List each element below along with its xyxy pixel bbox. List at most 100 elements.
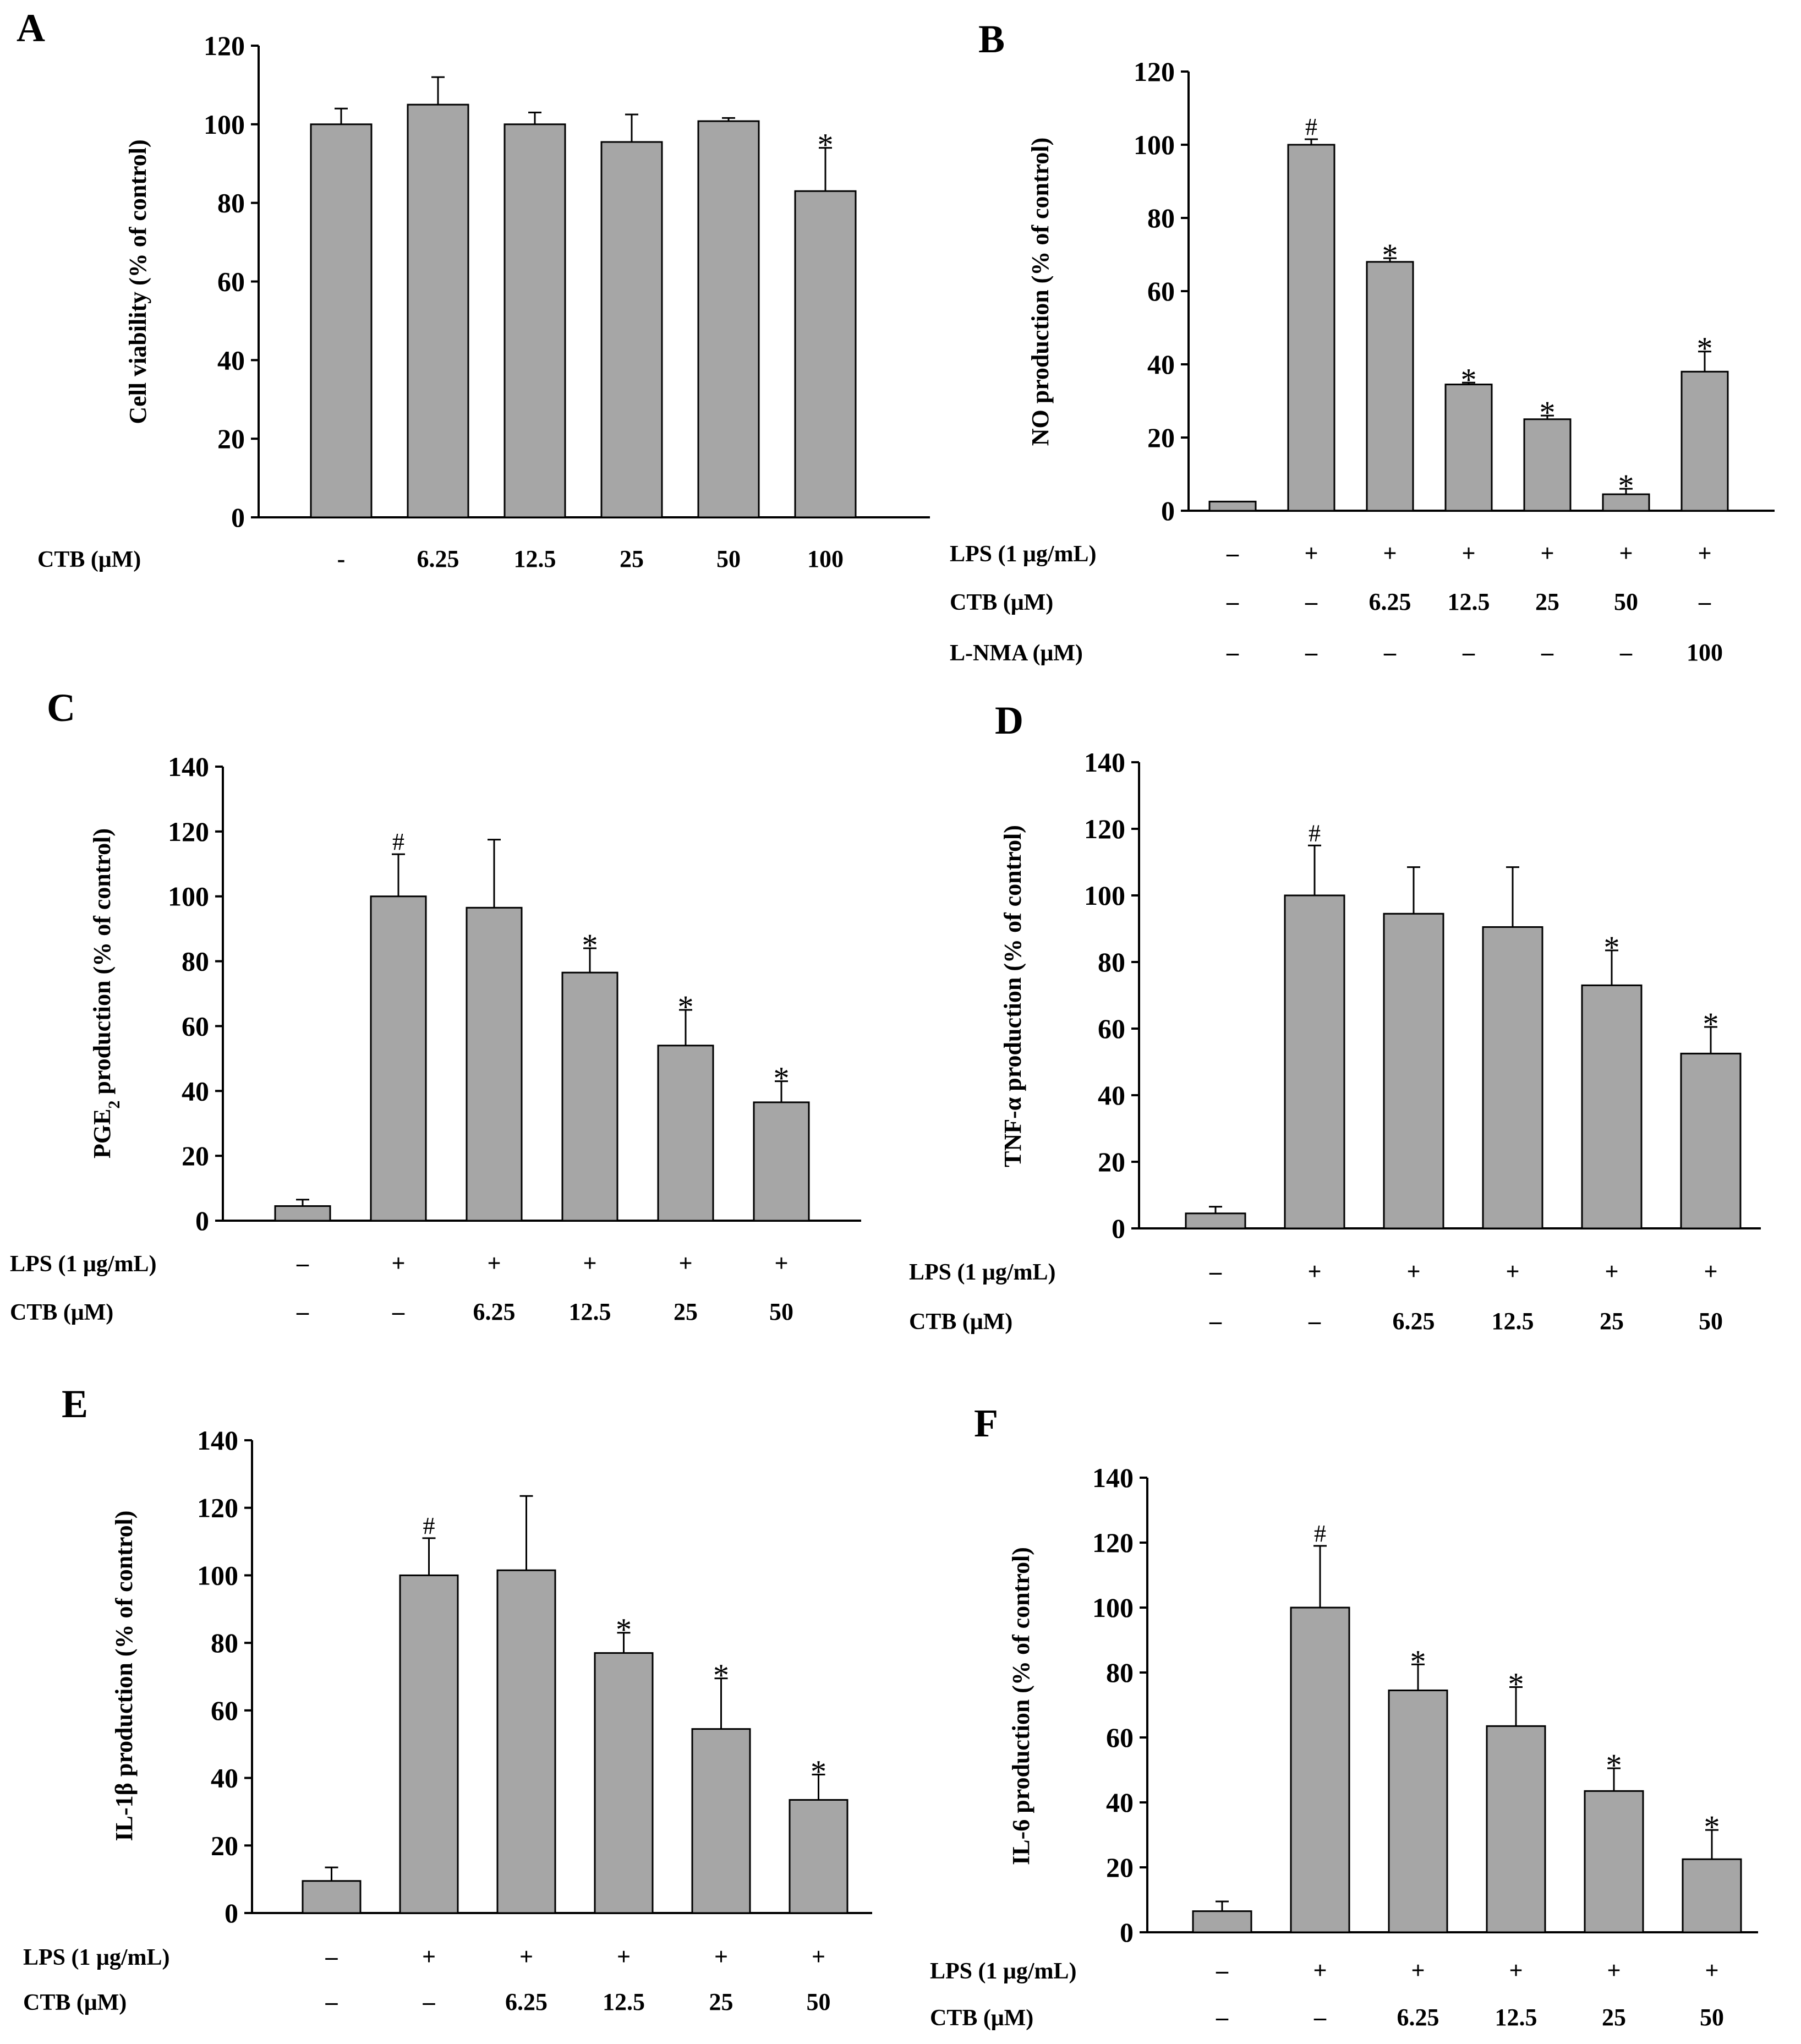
treatment-value: – [392,1298,405,1325]
treatment-value: – [1308,1308,1321,1335]
y-tick-label: 100 [1092,1592,1134,1623]
treatment-row-label: LPS (1 μg/mL) [909,1260,1055,1285]
significance-star: * [1410,1643,1426,1679]
treatment-row-label: L-NMA (μM) [950,641,1083,666]
y-tick-label: 100 [204,109,245,140]
bar [1523,418,1572,512]
y-tick-label: 120 [1092,1527,1134,1558]
significance-star: * [1606,1747,1622,1783]
y-tick-label: 40 [217,345,245,375]
bar [1581,984,1643,1229]
y-tick-label: 40 [1098,1080,1125,1111]
bar [1444,384,1493,512]
bar [1192,1910,1252,1933]
y-tick-label: 140 [197,1425,238,1456]
treatment-value: 25 [1535,588,1559,615]
treatment-value: + [1607,1957,1621,1984]
bar [561,971,618,1222]
significance-star: * [1540,395,1556,430]
bar [657,1045,714,1222]
panel-C: C 0 20 40 60 80 100 120 140 PGE2 production (% of… [10,686,861,1325]
treatment-value: 6.25 [417,545,459,572]
treatment-value: – [1216,1957,1229,1984]
significance-star: * [774,1061,790,1096]
treatment-value: + [774,1250,788,1277]
bar [1602,493,1650,512]
treatment-value: – [325,1988,338,2015]
treatment-value: + [714,1943,728,1970]
panel-letter: D [995,698,1023,742]
y-tick-label: 20 [1147,422,1175,453]
y-axis-label-sub: 2 [105,1101,123,1109]
bar [310,123,373,518]
treatment-value: 6.25 [505,1988,548,2015]
significance-star: * [678,989,694,1025]
treatment-value: – [1226,639,1239,666]
treatment-value: – [1619,639,1633,666]
treatment-value: + [1304,540,1318,567]
treatment-value: + [1509,1957,1523,1984]
y-axis-label: NO production (% of control) [1027,138,1054,446]
treatment-value: 50 [1700,2004,1724,2031]
y-tick-label: 20 [217,423,245,454]
bar [1208,500,1257,512]
bar [1383,912,1444,1229]
hash-annotation: # [1314,1520,1326,1547]
treatment-value: – [1541,639,1554,666]
significance-star: * [1697,331,1713,367]
bar [407,103,469,518]
bar [1284,894,1345,1229]
y-tick-label: 120 [204,30,245,61]
hash-annotation: # [1309,819,1321,846]
treatment-value: – [296,1298,309,1325]
y-tick-label: 80 [1106,1657,1134,1688]
panel-letter: A [17,6,45,50]
treatment-value: – [423,1988,436,2015]
treatment-value: 12.5 [1492,1308,1534,1335]
treatment-value: – [1313,2004,1327,2031]
panel-A: A 0 20 40 60 80 100 120 Cell viability (% of con… [17,6,930,572]
treatment-value: 6.25 [1397,2004,1439,2031]
y-tick-label: 20 [182,1140,209,1171]
treatment-value: 6.25 [1393,1308,1435,1335]
treatment-value: – [1209,1258,1222,1285]
bar [697,120,760,518]
y-axis-label: PGE2 production (% of control) [89,828,123,1158]
bar [1682,1858,1742,1933]
treatment-value: 6.25 [473,1298,516,1325]
bar [1680,1052,1742,1229]
bar [466,906,523,1222]
panel-letter: B [978,17,1005,61]
panel-D: D 0 20 40 60 80 100 120 140 TNF-α production (% o… [909,698,1761,1335]
bar [503,123,566,518]
treatment-value: 12.5 [569,1298,611,1325]
y-tick-label: 60 [211,1695,238,1726]
panel-letter: C [47,686,75,730]
treatment-row-label: CTB (μM) [930,2005,1033,2031]
treatment-value: 12.5 [603,1988,645,2015]
treatment-value: – [1305,588,1318,615]
y-tick-label: 0 [195,1205,209,1236]
y-axis-label: Cell viability (% of control) [124,139,151,424]
treatment-value: + [1313,1957,1327,1984]
bar [1486,1725,1546,1933]
treatment-value: – [1226,588,1239,615]
treatment-value: - [337,545,346,572]
y-tick-label: 20 [1106,1852,1134,1883]
treatment-value: – [1305,639,1318,666]
y-axis-label: IL-1β production (% of control) [111,1511,138,1841]
bar [496,1569,556,1914]
bar [1185,1212,1246,1229]
treatment-row-label: LPS (1 μg/mL) [23,1945,169,1970]
bar [302,1880,362,1914]
panel-letter: E [62,1382,88,1426]
hash-annotation: # [1305,113,1317,140]
y-tick-label: 100 [1134,129,1175,160]
y-tick-label: 60 [1106,1722,1134,1753]
treatment-value: + [487,1250,501,1277]
treatment-value: 12.5 [1448,588,1490,615]
significance-star: * [616,1612,632,1648]
bar [789,1799,849,1914]
y-axis-label-main: PGE [89,1109,116,1158]
